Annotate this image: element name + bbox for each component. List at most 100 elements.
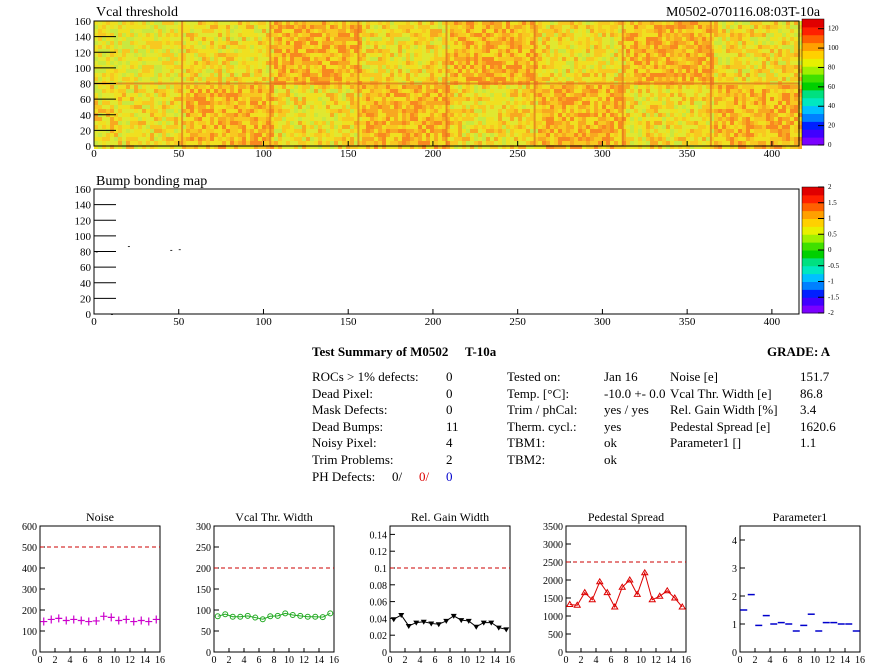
map-title-vcal: Vcal threshold: [96, 5, 179, 20]
heat-cell: [418, 77, 422, 81]
heat-cell: [654, 21, 658, 25]
heat-cell: [278, 105, 282, 109]
heat-cell: [566, 105, 570, 109]
heat-cell: [554, 77, 558, 81]
heat-cell: [578, 45, 582, 49]
heat-cell: [570, 53, 574, 57]
heat-cell: [122, 61, 126, 65]
heat-cell: [438, 37, 442, 41]
heat-cell: [386, 73, 390, 77]
heat-cell: [198, 101, 202, 105]
heat-cell: [546, 69, 550, 73]
heat-cell: [702, 41, 706, 45]
heat-cell: [226, 53, 230, 57]
heat-cell: [218, 97, 222, 101]
heat-cell: [682, 109, 686, 113]
heat-cell: [714, 61, 718, 65]
heat-cell: [486, 65, 490, 69]
heat-cell: [474, 93, 478, 97]
heat-cell: [246, 89, 250, 93]
heat-cell: [126, 77, 130, 81]
heat-cell: [230, 129, 234, 133]
heat-cell: [482, 41, 486, 45]
heat-cell: [146, 109, 150, 113]
heat-cell: [270, 65, 274, 69]
heat-cell: [146, 61, 150, 65]
heat-cell: [750, 41, 754, 45]
heat-cell: [762, 105, 766, 109]
heat-cell: [150, 77, 154, 81]
heat-cell: [262, 105, 266, 109]
heat-cell: [786, 61, 790, 65]
heat-cell: [246, 41, 250, 45]
heat-cell: [486, 57, 490, 61]
heat-cell: [206, 93, 210, 97]
heat-cell: [562, 85, 566, 89]
heat-cell: [266, 21, 270, 25]
heat-cell: [694, 53, 698, 57]
heat-cell: [390, 97, 394, 101]
heat-cell: [274, 73, 278, 77]
heat-cell: [110, 125, 114, 129]
heat-cell: [466, 21, 470, 25]
heat-cell: [218, 101, 222, 105]
heat-cell: [198, 129, 202, 133]
heat-cell: [230, 73, 234, 77]
heat-cell: [258, 125, 262, 129]
heat-cell: [178, 85, 182, 89]
heat-cell: [222, 125, 226, 129]
heat-cell: [718, 85, 722, 89]
heat-cell: [434, 89, 438, 93]
heat-cell: [490, 53, 494, 57]
heat-cell: [578, 49, 582, 53]
heat-cell: [570, 77, 574, 81]
heat-cell: [446, 97, 450, 101]
heat-cell: [278, 85, 282, 89]
heat-cell: [314, 49, 318, 53]
heat-cell: [450, 93, 454, 97]
heat-cell: [138, 117, 142, 121]
heat-cell: [182, 109, 186, 113]
heat-cell: [490, 65, 494, 69]
heat-cell: [542, 109, 546, 113]
heat-cell: [162, 41, 166, 45]
heat-cell: [158, 37, 162, 41]
heat-cell: [382, 125, 386, 129]
heat-cell: [110, 41, 114, 45]
heat-cell: [762, 77, 766, 81]
heat-cell: [774, 113, 778, 117]
heat-cell: [490, 93, 494, 97]
heat-cell: [518, 93, 522, 97]
heat-cell: [334, 41, 338, 45]
heat-cell: [650, 57, 654, 61]
heat-cell: [334, 105, 338, 109]
heat-cell: [638, 77, 642, 81]
heat-cell: [550, 41, 554, 45]
heat-cell: [666, 53, 670, 57]
heat-cell: [546, 129, 550, 133]
heat-cell: [670, 45, 674, 49]
heat-cell: [630, 73, 634, 77]
heat-cell: [426, 65, 430, 69]
heat-cell: [158, 101, 162, 105]
heat-cell: [158, 69, 162, 73]
heat-cell: [162, 101, 166, 105]
heat-cell: [326, 29, 330, 33]
heat-cell: [626, 121, 630, 125]
heat-cell: [654, 129, 658, 133]
heat-cell: [614, 41, 618, 45]
heat-cell: [550, 101, 554, 105]
heat-cell: [322, 113, 326, 117]
heat-cell: [654, 69, 658, 73]
heat-cell: [686, 93, 690, 97]
heat-cell: [514, 125, 518, 129]
heat-cell: [238, 105, 242, 109]
heat-cell: [646, 73, 650, 77]
heat-cell: [94, 49, 98, 53]
heat-cell: [614, 77, 618, 81]
heat-cell: [462, 29, 466, 33]
heat-cell: [678, 25, 682, 29]
heat-cell: [630, 69, 634, 73]
heat-cell: [202, 49, 206, 53]
heat-cell: [374, 77, 378, 81]
